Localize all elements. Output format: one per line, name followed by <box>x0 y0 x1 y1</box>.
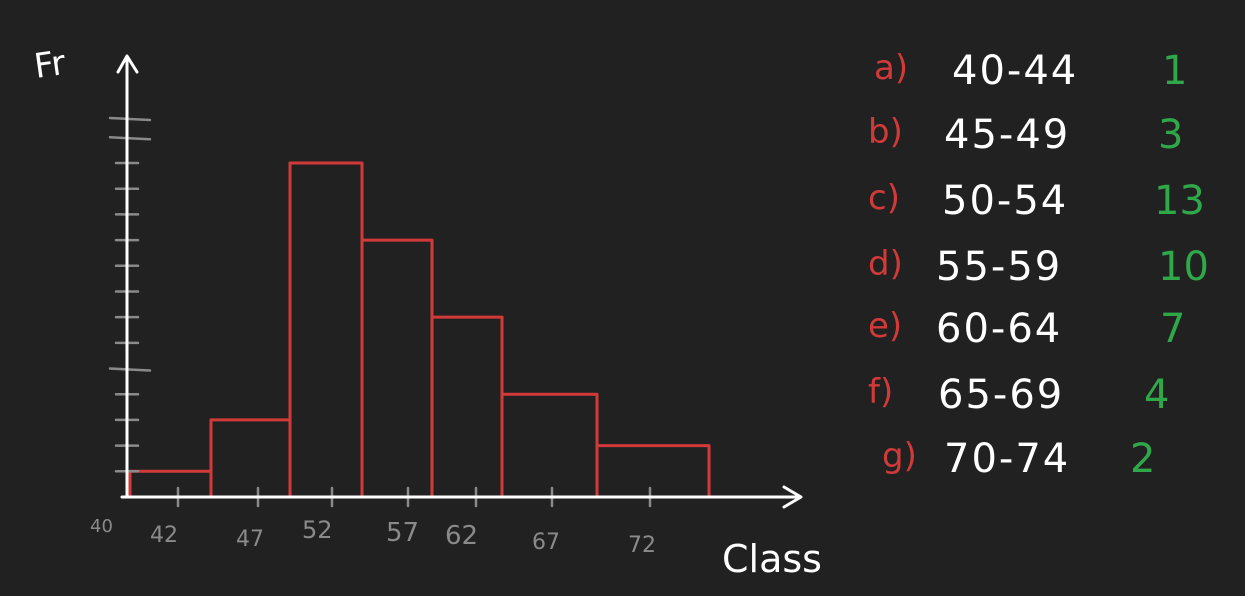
class-range: 50-54 <box>942 178 1069 224</box>
frequency-table: a) 40-44 1 b) 45-49 3 c) 50-54 13 d) 55-59 10 e) 60-6… <box>868 48 1228 488</box>
frequency-table-row: e) 60-64 7 <box>868 306 1228 356</box>
frequency-table-row: a) 40-44 1 <box>868 48 1228 98</box>
row-letter: a) <box>874 48 909 88</box>
class-frequency: 13 <box>1154 178 1205 224</box>
axes-layer <box>116 54 803 509</box>
histogram-bar <box>288 161 364 499</box>
x-axis-label: Class <box>722 537 820 581</box>
class-range: 60-64 <box>936 306 1063 352</box>
y-axis-arrowhead <box>116 54 139 74</box>
row-letter: c) <box>868 178 900 218</box>
class-frequency: 10 <box>1158 244 1209 290</box>
x-tick-label: 52 <box>302 516 333 544</box>
x-tick-label: 57 <box>386 518 419 548</box>
x-tick-label: 47 <box>236 527 264 552</box>
x-tick-label: 40 <box>90 516 113 537</box>
class-frequency: 4 <box>1144 372 1170 418</box>
y-tick-mark <box>108 136 152 141</box>
histogram-bar <box>595 444 711 499</box>
class-range: 65-69 <box>938 372 1065 418</box>
row-letter: f) <box>868 372 894 412</box>
y-axis-label: Fr <box>32 43 68 87</box>
class-frequency: 7 <box>1160 306 1186 352</box>
y-tick-mark <box>108 116 152 122</box>
class-range: 45-49 <box>944 112 1071 158</box>
x-tick-label: 72 <box>628 533 656 558</box>
histogram-bar <box>360 238 434 499</box>
histogram-bar <box>500 392 599 499</box>
y-ticks-layer <box>108 116 152 473</box>
histogram-bar <box>209 418 292 499</box>
frequency-table-row: g) 70-74 2 <box>868 436 1228 486</box>
x-tick-label: 42 <box>150 523 178 548</box>
class-frequency: 3 <box>1158 112 1184 158</box>
histogram-bar <box>430 315 504 499</box>
histogram-chart: Fr Class 40 42 47 52 57 62 67 72 <box>32 43 820 581</box>
class-range: 55-59 <box>936 244 1063 290</box>
row-letter: d) <box>868 244 903 284</box>
frequency-table-row: f) 65-69 4 <box>868 372 1228 422</box>
class-frequency: 2 <box>1130 436 1156 482</box>
class-range: 70-74 <box>944 436 1071 482</box>
frequency-table-row: d) 55-59 10 <box>868 244 1228 294</box>
class-range: 40-44 <box>952 48 1079 94</box>
row-letter: e) <box>868 306 903 346</box>
frequency-table-row: c) 50-54 13 <box>868 178 1228 228</box>
frequency-table-row: b) 45-49 3 <box>868 112 1228 162</box>
x-tick-label: 67 <box>532 530 560 555</box>
y-tick-mark <box>108 367 152 372</box>
x-axis-arrowhead <box>782 485 803 509</box>
class-frequency: 1 <box>1162 48 1188 94</box>
histogram-bar <box>128 469 213 499</box>
bars-layer <box>128 161 711 499</box>
row-letter: b) <box>868 112 903 152</box>
x-tick-labels: 40 42 47 52 57 62 67 72 <box>90 516 656 558</box>
x-tick-label: 62 <box>445 521 478 551</box>
row-letter: g) <box>882 436 917 476</box>
